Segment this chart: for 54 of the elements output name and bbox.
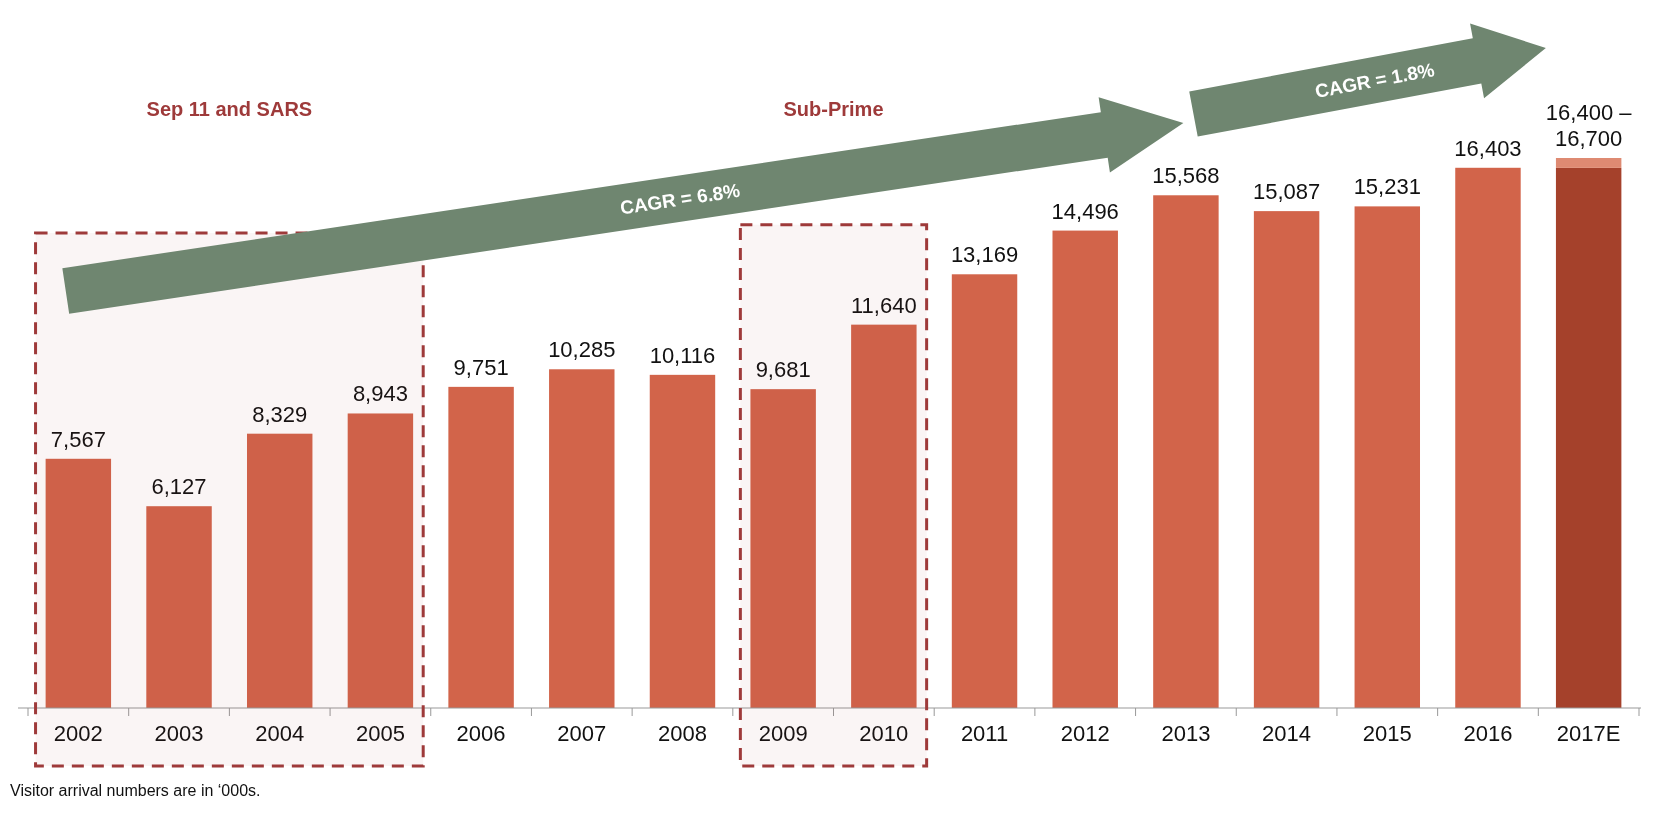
bar xyxy=(1153,195,1219,708)
x-tick-label: 2012 xyxy=(1060,721,1110,746)
data-label: 6,127 xyxy=(151,474,207,500)
data-label: 8,329 xyxy=(252,401,308,427)
data-label: 8,943 xyxy=(352,381,408,407)
bar xyxy=(1555,167,1622,708)
data-label: 15,087 xyxy=(1252,179,1321,205)
bar xyxy=(549,369,615,708)
x-tick-label: 2007 xyxy=(557,721,607,746)
bar xyxy=(347,413,414,708)
x-tick-label: 2013 xyxy=(1161,721,1211,746)
bar xyxy=(1555,158,1622,168)
x-tick-label: 2003 xyxy=(154,721,204,746)
bar xyxy=(1455,167,1521,708)
data-label: 11,640 xyxy=(851,292,917,318)
bar xyxy=(247,433,313,708)
bar xyxy=(951,274,1018,708)
x-tick-label: 2015 xyxy=(1362,721,1412,746)
bar xyxy=(1354,206,1421,708)
bar xyxy=(649,374,716,708)
x-tick-label: 2009 xyxy=(758,721,808,746)
x-tick-label: 2017E xyxy=(1556,721,1621,746)
bar xyxy=(448,386,514,708)
bar xyxy=(750,389,816,708)
band-label: Sep 11 and SARS xyxy=(146,98,313,120)
text: Visitor arrival numbers are in ‘000s. xyxy=(10,782,261,799)
x-tick-label: 2010 xyxy=(859,721,909,746)
x-tick-label: 2014 xyxy=(1262,721,1312,746)
data-label: 10,116 xyxy=(649,342,716,368)
data-label: 7,567 xyxy=(50,426,106,452)
band-label: Sub-Prime xyxy=(783,98,884,120)
data-label: 10,285 xyxy=(548,337,616,363)
data-label: 14,496 xyxy=(1051,198,1119,224)
data-label: 15,568 xyxy=(1152,163,1220,189)
annotation: CAGR = 6.8% xyxy=(618,179,742,219)
bar xyxy=(146,506,212,708)
data-label: 16,400 – 16,700 xyxy=(1545,100,1633,151)
bar xyxy=(851,324,917,708)
bar xyxy=(45,458,112,708)
data-label: 9,681 xyxy=(755,357,811,383)
bar xyxy=(1253,211,1320,708)
text: CAGR = 1.8% xyxy=(1313,59,1437,102)
bar xyxy=(1052,230,1118,708)
data-label: 9,751 xyxy=(453,354,509,380)
data-label: 16,403 xyxy=(1454,135,1522,161)
x-tick-label: 2005 xyxy=(355,721,405,746)
x-tick-label: 2002 xyxy=(53,721,103,746)
x-tick-label: 2008 xyxy=(657,721,707,746)
data-label: 13,169 xyxy=(950,242,1019,268)
x-tick-label: 2004 xyxy=(255,721,305,746)
x-tick-label: 2006 xyxy=(456,721,506,746)
data-label: 15,231 xyxy=(1353,174,1421,200)
x-tick-label: 2016 xyxy=(1463,721,1513,746)
x-tick-label: 2011 xyxy=(960,721,1009,746)
